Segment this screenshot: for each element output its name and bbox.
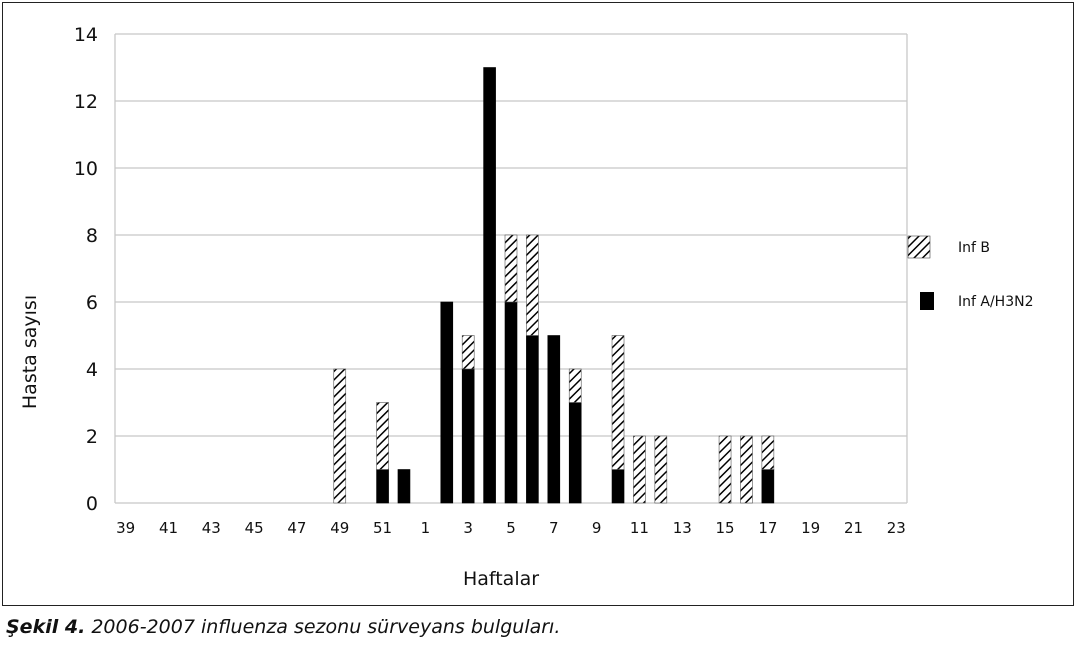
legend-item-inf-b: Inf B bbox=[907, 235, 990, 259]
figure-caption: Şekil 4. 2006-2007 influenza sezonu sürv… bbox=[6, 616, 560, 638]
x-axis-title: Haftalar bbox=[463, 568, 539, 590]
bar-inf-a-h3n2 bbox=[568, 402, 582, 504]
bar-inf-b bbox=[333, 368, 347, 504]
x-tick-label: 43 bbox=[202, 519, 221, 537]
caption-label: Şekil 4. bbox=[6, 616, 86, 638]
legend-item-inf-a-h3n2: Inf A/H3N2 bbox=[920, 292, 1034, 310]
x-tick-label: 51 bbox=[373, 519, 392, 537]
legend-swatch-inf-a-h3n2 bbox=[920, 292, 934, 310]
gridlines bbox=[114, 33, 908, 504]
y-tick-label: 10 bbox=[74, 158, 98, 180]
bar-inf-a-h3n2 bbox=[397, 469, 411, 504]
bar-inf-b bbox=[633, 435, 646, 504]
bar-inf-b bbox=[654, 435, 668, 504]
y-tick-label: 14 bbox=[74, 24, 98, 46]
x-tick-label: 45 bbox=[245, 519, 264, 537]
x-tick-label: 41 bbox=[159, 519, 178, 537]
x-tick-labels: 39 41 43 45 47 49 51 1 3 5 7 9 11 13 15 17 19 21 23 bbox=[116, 519, 906, 537]
x-tick-label: 19 bbox=[801, 519, 820, 537]
x-tick-label: 47 bbox=[287, 519, 306, 537]
x-tick-label: 49 bbox=[330, 519, 349, 537]
x-tick-label: 13 bbox=[673, 519, 692, 537]
x-tick-label: 9 bbox=[592, 519, 602, 537]
y-axis-title: Hasta sayısı bbox=[19, 295, 41, 409]
x-tick-label: 39 bbox=[116, 519, 135, 537]
bar-inf-a-h3n2 bbox=[611, 469, 625, 504]
bar-inf-a-h3n2 bbox=[526, 335, 539, 504]
figure-frame bbox=[2, 2, 1074, 606]
x-tick-label: 3 bbox=[463, 519, 473, 537]
bar-inf-b bbox=[740, 435, 753, 504]
y-tick-label: 2 bbox=[86, 426, 98, 448]
bar-inf-a-h3n2 bbox=[547, 335, 561, 504]
x-tick-label: 21 bbox=[844, 519, 863, 537]
bar-inf-a-h3n2 bbox=[483, 67, 496, 504]
bar-inf-b bbox=[761, 435, 775, 470]
legend-swatch-inf-b bbox=[907, 235, 931, 259]
bars bbox=[333, 67, 775, 504]
caption-text: 2006-2007 influenza sezonu sürveyans bul… bbox=[91, 616, 561, 638]
bar-inf-b bbox=[568, 368, 582, 403]
bar-inf-b bbox=[526, 234, 539, 336]
x-tick-label: 11 bbox=[630, 519, 649, 537]
bar-inf-a-h3n2 bbox=[376, 469, 389, 504]
x-tick-label: 17 bbox=[758, 519, 777, 537]
y-tick-label: 4 bbox=[86, 359, 98, 381]
x-tick-label: 15 bbox=[716, 519, 735, 537]
y-tick-label: 0 bbox=[86, 493, 98, 515]
x-tick-label: 7 bbox=[549, 519, 559, 537]
bar-inf-b bbox=[504, 234, 518, 303]
bar-inf-a-h3n2 bbox=[504, 301, 518, 504]
legend: Inf B Inf A/H3N2 bbox=[907, 235, 1034, 310]
bar-inf-b bbox=[718, 435, 732, 504]
bar-inf-a-h3n2 bbox=[761, 469, 775, 504]
bar-inf-a-h3n2 bbox=[440, 301, 454, 504]
x-tick-label: 1 bbox=[421, 519, 431, 537]
legend-label-inf-b: Inf B bbox=[958, 240, 990, 256]
bar-inf-b bbox=[376, 402, 389, 470]
y-tick-label: 12 bbox=[74, 91, 98, 113]
x-tick-label: 23 bbox=[887, 519, 906, 537]
x-tick-label: 5 bbox=[506, 519, 516, 537]
y-tick-labels: 0 2 4 6 8 10 12 14 bbox=[74, 24, 98, 515]
bar-inf-a-h3n2 bbox=[461, 368, 475, 504]
bar-inf-b bbox=[611, 335, 625, 470]
y-tick-label: 8 bbox=[86, 225, 98, 247]
bar-inf-b bbox=[461, 335, 475, 370]
y-tick-label: 6 bbox=[86, 292, 98, 314]
legend-label-inf-a-h3n2: Inf A/H3N2 bbox=[958, 294, 1034, 310]
